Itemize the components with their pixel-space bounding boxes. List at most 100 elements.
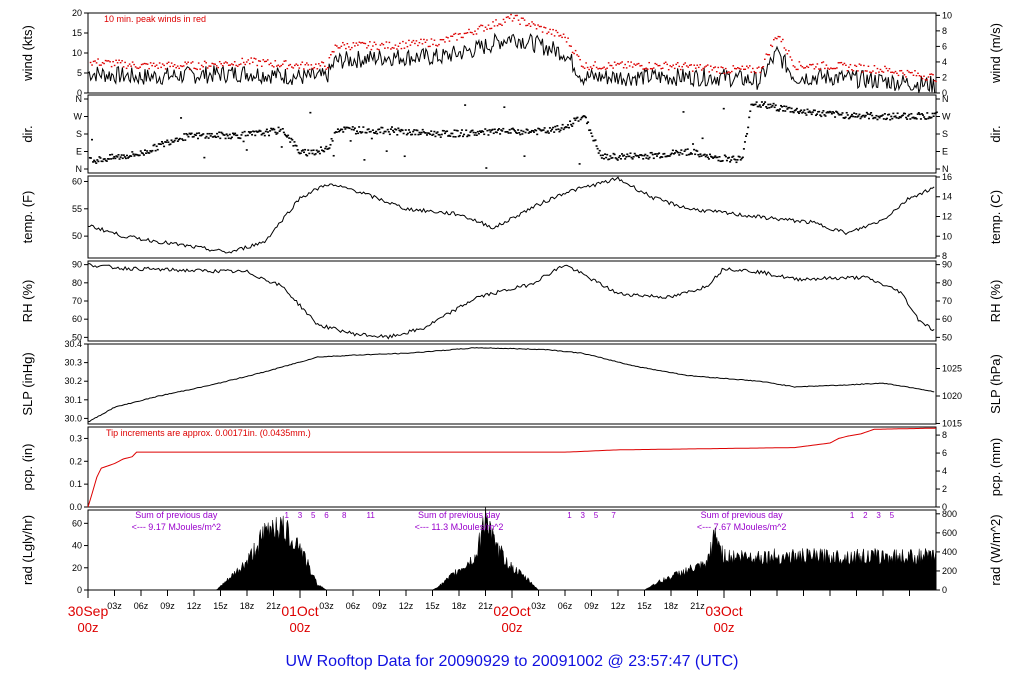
dir-point [204,137,207,139]
wind-peak-point [376,48,379,50]
wind-peak-point [616,62,619,65]
wind-peak-point [498,23,500,25]
dir-point [127,157,130,159]
dir-point [358,126,361,128]
wind-peak-point [151,64,153,67]
dir-point [178,137,181,140]
x-axis: 03z 06z 09z 12z 15z 18z 21z 03z 06z 09z 12z 15z 18z 2… [68,590,910,635]
dir-point [695,149,698,152]
dir-point [493,128,496,131]
dir-point [260,133,263,136]
dir-point [422,131,425,133]
ytick-right: S [942,129,948,139]
wind-peak-point [206,67,209,69]
wind-peak-point [406,45,409,48]
wind-peak-point [438,43,440,46]
dir-point [642,158,645,160]
dir-point [121,157,124,160]
dir-point [524,131,527,134]
dir-point [546,130,549,132]
ytick-right: N [942,94,949,104]
dir-point [299,152,302,155]
dir-point [867,117,870,120]
wind-peak-point [924,79,927,81]
dir-point [775,109,778,112]
ytick-right: 400 [942,547,957,557]
dir-point [195,132,198,135]
wind-peak-point [881,70,883,73]
wind-peak-point [526,24,529,27]
dir-point [879,115,882,117]
dir-point [713,156,716,159]
dir-point [92,161,95,163]
wind-peak-point [921,77,924,80]
wind-peak-point [286,67,289,70]
dir-point [503,106,506,108]
dir-point [586,122,589,125]
dir-point [342,131,345,133]
dir-point [798,112,801,115]
dir-point [294,144,297,147]
dir-point [486,129,489,132]
wind-peak-point [682,63,685,66]
wind-peak-point [712,67,715,69]
wind-peak-point [791,59,793,61]
dir-point [456,129,459,132]
wind-peak-point [402,40,404,43]
wind-peak-point [771,45,774,48]
wind-peak-point [233,61,236,63]
wind-peak-point [630,61,632,63]
wind-peak-point [104,59,107,62]
wind-peak-point [887,70,889,72]
wind-peak-point [541,31,544,33]
dir-point [276,132,279,134]
dir-point [451,132,454,135]
dir-point [403,155,406,158]
wind-peak-point [908,71,910,73]
dir-point [864,114,867,117]
dir-point [227,137,230,140]
dir-point [222,133,225,136]
dir-point [582,115,585,117]
dir-point [932,115,935,118]
wind-peak-point [190,62,192,64]
dir-point [313,153,316,156]
dir-point [370,137,373,140]
dir-point [816,113,819,115]
wind-peak-point [205,62,207,64]
dir-point [898,116,901,118]
wind-peak-point [622,67,625,69]
x-tick-label: 15z [637,601,652,611]
dir-point [548,127,551,129]
x-tick-label: 21z [478,601,493,611]
dir-point [255,130,258,133]
dir-point [217,135,220,138]
dir-point [778,108,781,110]
dir-point [892,112,895,115]
wind-peak-point [106,60,108,62]
rad-hour-label: 6 [324,511,329,520]
wind-peak-point [570,45,572,47]
dir-point [654,153,657,155]
dir-point [254,134,257,137]
x-tick-label: 09z [372,601,387,611]
wind-peak-point [275,65,278,67]
dir-point [632,155,635,158]
dir-point [528,131,531,133]
wind-peak-point [369,41,371,43]
dir-point [500,129,503,131]
dir-point [298,152,301,155]
wind-peak-point [109,61,111,63]
wind-peak-point [780,40,783,43]
wind-peak-point [809,63,811,66]
wind-peak-point [430,38,433,40]
wind-peak-point [920,75,922,78]
x-tick-label: 06z [346,601,361,611]
dir-point [904,112,907,115]
rad-hour-label: 3 [876,511,881,520]
x-tick-label: 03z [107,601,122,611]
wind-peak-point [167,61,170,64]
dir-point [872,117,875,120]
dir-point [796,111,799,113]
